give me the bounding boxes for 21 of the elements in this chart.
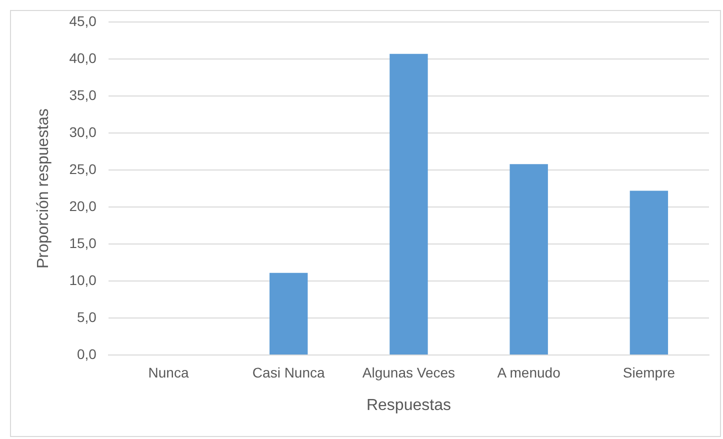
y-tick-label: 30,0 (69, 124, 97, 140)
x-tick-label: A menudo (497, 364, 561, 380)
bar (630, 190, 668, 354)
bar (510, 164, 548, 354)
x-tick-label: Casi Nunca (252, 364, 326, 380)
y-tick-label: 35,0 (69, 86, 97, 103)
y-tick-label: 20,0 (69, 198, 97, 214)
y-tick-label: 5,0 (76, 308, 97, 325)
x-axis-title: Respuestas (366, 396, 451, 414)
x-tick-label: Algunas Veces (362, 364, 456, 380)
y-tick-label: 45,0 (69, 12, 97, 29)
x-tick-label: Siempre (622, 364, 676, 380)
y-tick-label: 40,0 (69, 50, 97, 66)
y-tick-label: 0,0 (76, 346, 97, 362)
y-axis-title: Proporción respuestas (35, 108, 52, 269)
y-tick-label: 10,0 (69, 272, 97, 288)
bar (390, 54, 428, 354)
y-tick-label: 15,0 (69, 234, 97, 251)
y-tick-label: 25,0 (69, 160, 97, 177)
bar (270, 272, 308, 354)
x-tick-label: Nunca (148, 364, 189, 380)
